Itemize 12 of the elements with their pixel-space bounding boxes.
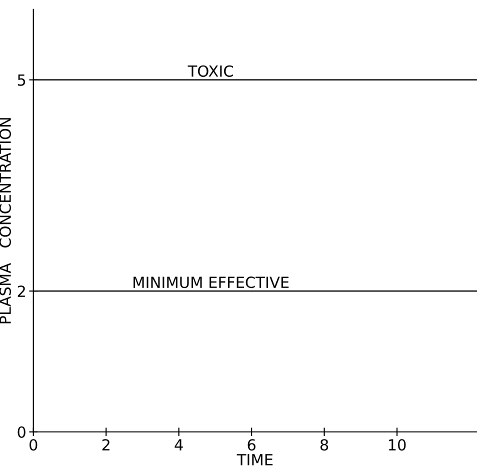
ref-line-label: TOXIC — [188, 65, 234, 77]
x-tick-label: 0 — [30, 439, 38, 451]
y-tick-label: 5 — [18, 74, 26, 86]
x-tick-label: 4 — [174, 439, 183, 450]
y-tick-label: 0 — [18, 426, 26, 438]
x-tick-label: 6 — [248, 439, 256, 451]
y-tick-label: 2 — [18, 286, 25, 297]
x-tick-label: 10 — [388, 439, 406, 451]
x-axis-title: TIME — [236, 454, 273, 466]
x-tick-label: 8 — [320, 439, 328, 451]
ref-line-label: MINIMUM EFFECTIVE — [134, 276, 289, 288]
x-tick-label: 2 — [102, 439, 110, 450]
